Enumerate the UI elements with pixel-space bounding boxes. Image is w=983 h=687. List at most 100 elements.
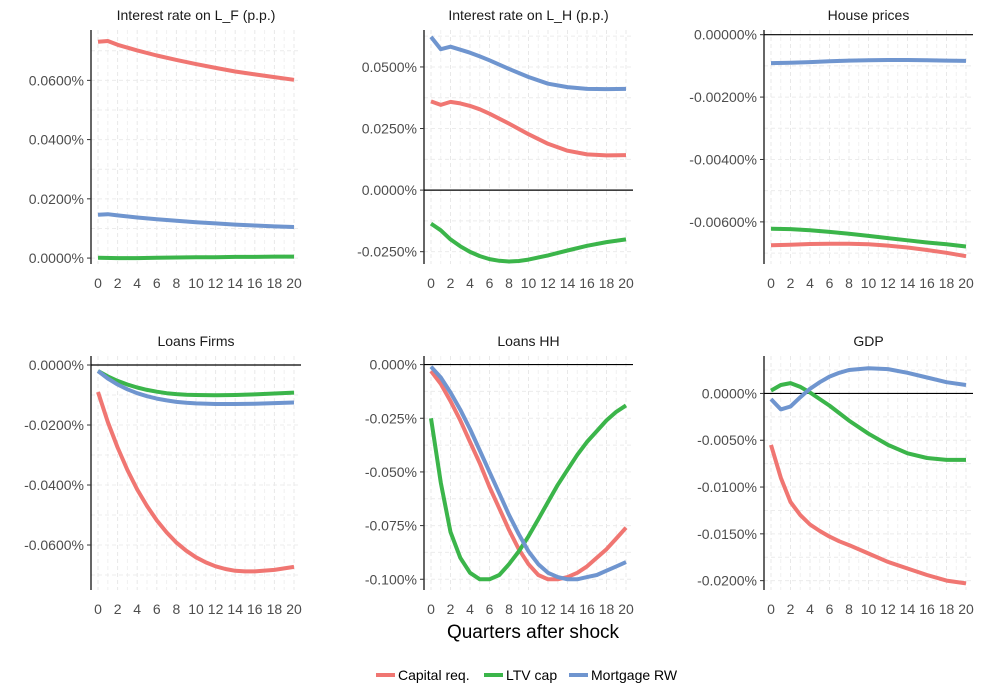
x-tick-label: 2 <box>114 601 122 617</box>
series-line-capital-req <box>96 391 295 574</box>
panel-title: House prices <box>828 7 910 23</box>
y-tick-label: 0.00000% <box>694 27 757 43</box>
x-tick-label: 0 <box>94 275 102 291</box>
panel-title: Interest rate on L_H (p.p.) <box>448 7 608 23</box>
series-line-mortgage-rw <box>429 365 627 582</box>
y-tick-label: 0.000% <box>370 357 417 373</box>
legend-label-ltv-cap: LTV cap <box>506 667 557 683</box>
x-tick-label: 16 <box>247 275 263 291</box>
x-tick-label: 16 <box>919 601 935 617</box>
y-tick-label: -0.0200% <box>24 417 84 433</box>
y-tick-label: -0.00400% <box>689 151 757 167</box>
x-tick-label: 8 <box>505 601 513 617</box>
x-tick-label: 6 <box>486 275 494 291</box>
panel-3: House prices 0.00000% -0.00200% -0.00400% -0… <box>689 7 974 291</box>
series-line-capital-req <box>97 39 295 82</box>
x-tick-label: 18 <box>599 275 615 291</box>
y-tick-label: 0.0500% <box>362 59 417 75</box>
x-tick-label: 12 <box>540 275 556 291</box>
y-tick-label: -0.0100% <box>697 479 757 495</box>
x-tick-label: 10 <box>188 275 204 291</box>
panel-2: Interest rate on L_H (p.p.) -0.0250% 0.000… <box>357 7 634 291</box>
x-tick-label: 2 <box>114 275 122 291</box>
series-line-capital-req <box>430 99 627 158</box>
y-tick-label: -0.0400% <box>24 477 84 493</box>
x-tick-label: 2 <box>787 275 795 291</box>
y-tick-label: -0.025% <box>365 410 417 426</box>
x-tick-label: 14 <box>227 601 243 617</box>
legend: Capital req. LTV cap Mortgage RW <box>376 667 678 683</box>
y-tick-label: 0.0400% <box>29 132 84 148</box>
x-tick-label: 6 <box>826 275 834 291</box>
y-tick-label: -0.0250% <box>357 244 417 260</box>
y-tick-label: 0.0200% <box>29 191 84 207</box>
y-tick-label: 0.0000% <box>29 250 84 266</box>
x-tick-label: 4 <box>806 601 814 617</box>
y-tick-label: 0.0250% <box>362 121 417 137</box>
y-tick-label: -0.0050% <box>697 432 757 448</box>
x-tick-label: 18 <box>267 275 283 291</box>
x-tick-label: 12 <box>880 601 896 617</box>
y-tick-label: -0.0600% <box>24 537 84 553</box>
x-tick-label: 6 <box>153 601 161 617</box>
x-tick-label: 4 <box>133 601 141 617</box>
x-tick-label: 12 <box>880 275 896 291</box>
x-tick-label: 18 <box>267 601 283 617</box>
series-line-mortgage-rw <box>96 369 295 406</box>
x-tick-label: 16 <box>579 275 595 291</box>
x-tick-label: 20 <box>286 275 302 291</box>
y-tick-label: -0.075% <box>365 518 417 534</box>
y-tick-label: 0.0000% <box>702 385 757 401</box>
y-tick-label: 0.0000% <box>362 182 417 198</box>
panel-1: Interest rate on L_F (p.p.) 0.0000% 0.0200… <box>29 7 302 291</box>
series-line-ltv-cap <box>429 403 628 582</box>
x-tick-label: 12 <box>540 601 556 617</box>
x-tick-label: 10 <box>861 601 877 617</box>
series-line-mortgage-rw <box>770 58 967 66</box>
legend-label-capital-req: Capital req. <box>398 667 470 683</box>
series-line-ltv-cap <box>770 226 967 249</box>
y-tick-label: -0.00200% <box>689 89 757 105</box>
x-tick-label: 2 <box>447 601 455 617</box>
x-tick-label: 14 <box>560 275 576 291</box>
y-tick-label: -0.00600% <box>689 214 757 230</box>
x-tick-label: 14 <box>227 275 243 291</box>
x-tick-label: 4 <box>466 275 474 291</box>
x-tick-label: 14 <box>900 601 916 617</box>
x-tick-label: 10 <box>521 275 537 291</box>
series-line-mortgage-rw <box>769 366 967 412</box>
x-tick-label: 10 <box>521 601 537 617</box>
x-tick-label: 16 <box>919 275 935 291</box>
x-tick-label: 12 <box>208 601 224 617</box>
x-tick-label: 4 <box>466 601 474 617</box>
x-tick-label: 0 <box>427 601 435 617</box>
series-line-capital-req <box>769 444 967 586</box>
series-line-mortgage-rw <box>429 35 627 92</box>
x-tick-label: 0 <box>427 275 435 291</box>
x-tick-label: 10 <box>188 601 204 617</box>
x-tick-label: 18 <box>939 601 955 617</box>
y-tick-label: -0.100% <box>365 571 417 587</box>
panel-6: GDP 0.0000% -0.0050% -0.0100% -0.0150% -0.020… <box>697 333 974 617</box>
y-tick-label: -0.050% <box>365 464 417 480</box>
x-tick-label: 20 <box>618 601 634 617</box>
y-tick-label: 0.0600% <box>29 72 84 88</box>
panel-title: GDP <box>853 333 883 349</box>
y-tick-label: 0.0000% <box>29 357 84 373</box>
x-tick-label: 8 <box>173 275 181 291</box>
x-tick-label: 6 <box>153 275 161 291</box>
x-tick-label: 0 <box>767 601 775 617</box>
x-tick-label: 20 <box>958 275 974 291</box>
x-tick-label: 6 <box>826 601 834 617</box>
x-tick-label: 20 <box>618 275 634 291</box>
x-tick-label: 2 <box>447 275 455 291</box>
x-tick-label: 12 <box>208 275 224 291</box>
x-tick-label: 16 <box>247 601 263 617</box>
y-tick-label: -0.0200% <box>697 573 757 589</box>
x-tick-label: 18 <box>939 275 955 291</box>
x-tick-label: 20 <box>958 601 974 617</box>
x-tick-label: 10 <box>861 275 877 291</box>
x-tick-label: 20 <box>286 601 302 617</box>
